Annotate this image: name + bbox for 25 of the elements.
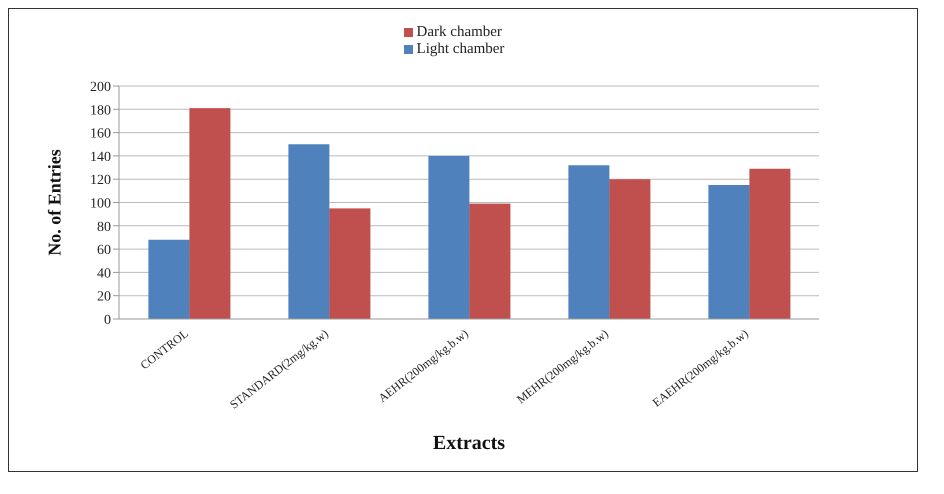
y-tick-label: 120: [90, 173, 111, 188]
bar: [288, 144, 330, 319]
bar: [469, 204, 510, 319]
bar: [148, 240, 190, 319]
bar: [428, 156, 470, 319]
bar: [708, 185, 750, 319]
y-tick-label: 60: [97, 243, 111, 258]
y-tick-label: 140: [90, 150, 111, 165]
x-axis-title: Extracts: [432, 432, 506, 454]
y-axis-title: No. of Entries: [44, 149, 64, 256]
legend-label: Light chamber: [416, 41, 504, 57]
bar: [189, 108, 230, 319]
legend-label: Dark chamber: [416, 24, 502, 40]
y-tick-label: 100: [90, 196, 111, 212]
y-tick-label: 0: [104, 312, 111, 328]
y-tick-label: 80: [97, 220, 111, 235]
y-tick-label: 200: [90, 80, 111, 95]
y-tick-label: 180: [90, 103, 111, 118]
y-tick-label: 160: [90, 126, 111, 142]
y-tick-label: 40: [97, 266, 111, 282]
y-tick-label: 20: [97, 290, 111, 305]
bar: [568, 165, 610, 319]
bar: [609, 179, 650, 319]
bar: [329, 208, 370, 319]
bar: [749, 168, 790, 319]
